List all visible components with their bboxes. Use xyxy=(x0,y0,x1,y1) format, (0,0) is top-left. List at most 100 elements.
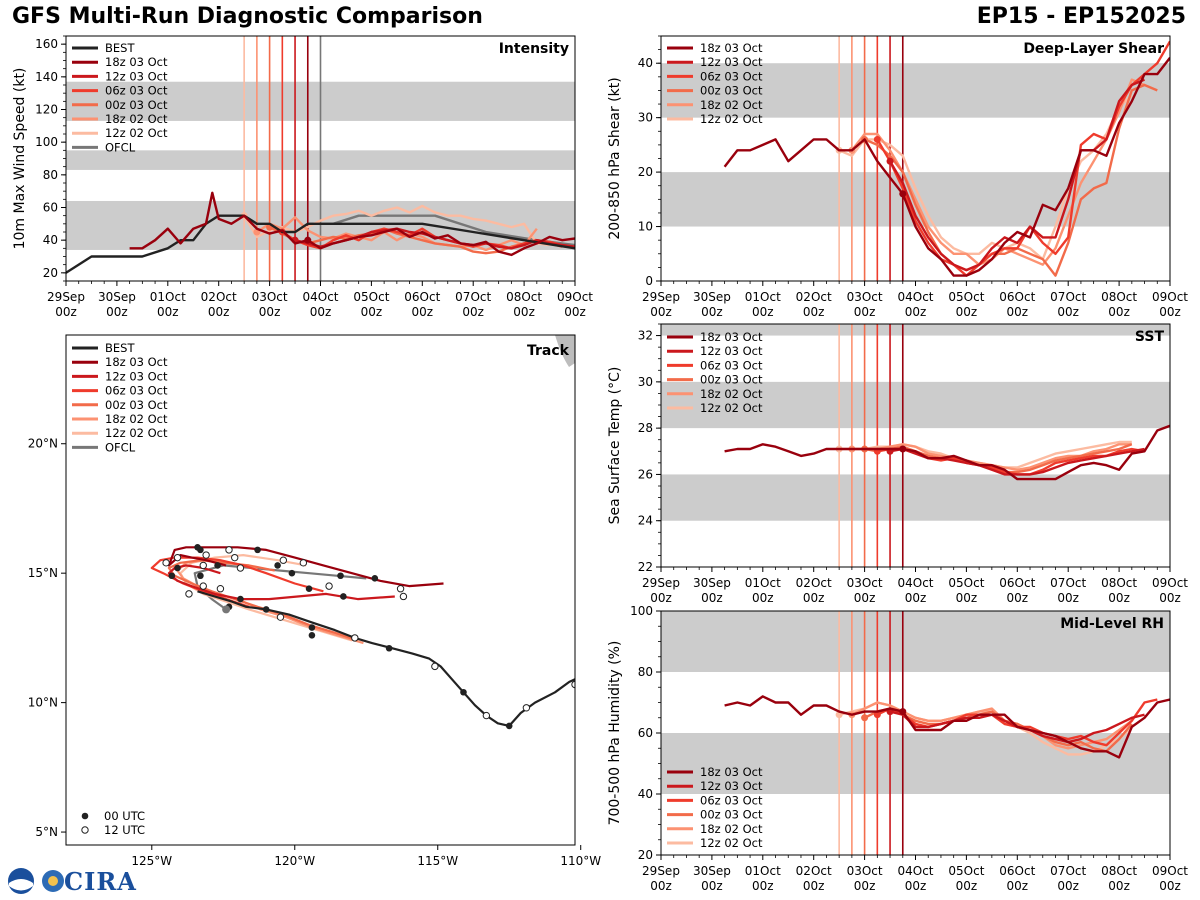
shear-init-marker xyxy=(873,135,881,143)
rh-xtick-label: 08Oct xyxy=(1101,864,1137,878)
rh-xtick-sublabel: 00z xyxy=(905,879,927,893)
intensity-xtick-sublabel: 00z xyxy=(564,305,586,319)
intensity-legend-label: 12z 02 Oct xyxy=(105,126,168,140)
shear-xtick-label: 04Oct xyxy=(897,290,933,304)
track-legend-label: BEST xyxy=(105,341,135,355)
intensity-xtick-sublabel: 00z xyxy=(513,305,535,319)
track-fix-12utc xyxy=(431,662,439,671)
track-fix-12utc xyxy=(225,546,233,554)
intensity-legend-label: BEST xyxy=(105,41,135,55)
panel-shear: 01020304029Sep00z30Sep00z01Oct00z02Oct00… xyxy=(607,35,1188,319)
track-legend-label: 06z 03 Oct xyxy=(105,384,168,398)
intensity-xtick-label: 01Oct xyxy=(150,290,186,304)
shear-xtick-sublabel: 00z xyxy=(701,305,723,319)
shear-ytick-label: 20 xyxy=(638,165,653,179)
sst-xtick-label: 07Oct xyxy=(1050,576,1086,590)
sst-xtick-sublabel: 00z xyxy=(752,591,774,605)
sst-ytick-label: 26 xyxy=(638,467,653,481)
rh-xtick-label: 06Oct xyxy=(999,864,1035,878)
rh-xtick-label: 09Oct xyxy=(1152,864,1188,878)
track-plot-area xyxy=(150,335,575,730)
intensity-xtick-label: 06Oct xyxy=(404,290,440,304)
intensity-series-line xyxy=(269,226,563,255)
shear-series-line xyxy=(838,94,1133,261)
track-fix-12utc xyxy=(279,556,288,564)
sst-plot-area xyxy=(661,324,1170,567)
rh-xtick-sublabel: 00z xyxy=(1108,879,1130,893)
track-lat-label: 10°N xyxy=(28,696,58,710)
track-fix-12utc xyxy=(202,551,210,559)
rh-xtick-sublabel: 00z xyxy=(650,879,672,893)
track-fix-12utc xyxy=(276,613,285,621)
track-fix-00utc xyxy=(288,569,296,577)
shear-xtick-label: 06Oct xyxy=(999,290,1035,304)
sst-xtick-sublabel: 00z xyxy=(854,591,876,605)
sst-xtick-label: 29Sep xyxy=(642,576,680,590)
intensity-xtick-label: 30Sep xyxy=(98,290,136,304)
intensity-ytick-label: 80 xyxy=(43,168,58,182)
noaa-logo-icon xyxy=(8,868,64,894)
track-ofcl-marker xyxy=(222,605,231,614)
rh-xtick-sublabel: 00z xyxy=(752,879,774,893)
shear-legend-label: 18z 02 Oct xyxy=(700,98,763,112)
rh-ytick-label: 20 xyxy=(638,848,653,862)
rh-ytick-label: 60 xyxy=(638,726,653,740)
track-fix-12utc xyxy=(351,634,359,642)
intensity-legend-label: 06z 03 Oct xyxy=(105,84,168,98)
sst-xtick-label: 09Oct xyxy=(1152,576,1188,590)
track-fix-12utc xyxy=(199,582,207,590)
sst-ylabel: Sea Surface Temp (°C) xyxy=(607,367,623,525)
rh-ytick-label: 80 xyxy=(638,665,653,679)
sst-xtick-sublabel: 00z xyxy=(1007,591,1029,605)
intensity-legend-label: 00z 03 Oct xyxy=(105,98,168,112)
track-fix-00utc xyxy=(197,572,204,580)
rh-init-marker xyxy=(873,711,881,719)
shear-legend-label: 06z 03 Oct xyxy=(700,69,763,83)
rh-xtick-label: 02Oct xyxy=(796,864,832,878)
sst-band xyxy=(661,324,1170,336)
shear-legend-label: 12z 03 Oct xyxy=(700,55,763,69)
rh-xtick-sublabel: 00z xyxy=(1159,879,1181,893)
intensity-legend-label: 18z 02 Oct xyxy=(105,112,168,126)
sst-ytick-label: 30 xyxy=(638,375,653,389)
rh-xtick-sublabel: 00z xyxy=(803,879,825,893)
panel-sst: 22242628303229Sep00z30Sep00z01Oct00z02Oc… xyxy=(607,323,1188,605)
cira-logo: CIRA xyxy=(6,866,136,896)
sst-xtick-sublabel: 00z xyxy=(956,591,978,605)
sst-xtick-sublabel: 00z xyxy=(1057,591,1079,605)
intensity-title: Intensity xyxy=(499,41,569,57)
intensity-ytick-label: 140 xyxy=(35,70,58,84)
panel-track: 125°W 120°W 115°W 110°W 5°N 10°N 15°N 20°N Track… xyxy=(28,334,601,868)
sst-legend-label: 06z 03 Oct xyxy=(700,358,763,372)
sst-xtick-sublabel: 00z xyxy=(803,591,825,605)
rh-xtick-sublabel: 00z xyxy=(854,879,876,893)
track-lon-label: 115°W xyxy=(417,854,458,868)
rh-legend-label: 18z 02 Oct xyxy=(700,822,763,836)
sst-ytick-label: 22 xyxy=(638,560,653,574)
track-fix-00utc xyxy=(460,688,467,696)
intensity-xtick-sublabel: 00z xyxy=(208,305,230,319)
rh-xtick-label: 29Sep xyxy=(642,864,680,878)
intensity-xtick-label: 03Oct xyxy=(252,290,288,304)
sst-xtick-sublabel: 00z xyxy=(650,591,672,605)
rh-title: Mid-Level RH xyxy=(1060,616,1164,632)
rh-legend-label: 12z 02 Oct xyxy=(700,836,763,850)
shear-xtick-sublabel: 00z xyxy=(956,305,978,319)
shear-series-line xyxy=(888,78,1145,272)
intensity-xtick-label: 09Oct xyxy=(557,290,593,304)
track-fix-12utc xyxy=(522,704,531,712)
intensity-xtick-sublabel: 00z xyxy=(310,305,332,319)
shear-xtick-sublabel: 00z xyxy=(1159,305,1181,319)
rh-xtick-label: 03Oct xyxy=(847,864,883,878)
track-fix-12utc xyxy=(185,590,193,598)
rh-xtick-label: 30Sep xyxy=(693,864,731,878)
rh-xtick-label: 04Oct xyxy=(897,864,933,878)
track-fix-00utc xyxy=(194,543,201,551)
track-legend-00utc-label: 00 UTC xyxy=(104,809,145,823)
intensity-xtick-sublabel: 00z xyxy=(157,305,179,319)
shear-ytick-label: 40 xyxy=(638,56,653,70)
track-legend-00utc-marker xyxy=(81,812,89,820)
shear-xtick-sublabel: 00z xyxy=(905,305,927,319)
track-fix-00utc xyxy=(168,572,176,580)
